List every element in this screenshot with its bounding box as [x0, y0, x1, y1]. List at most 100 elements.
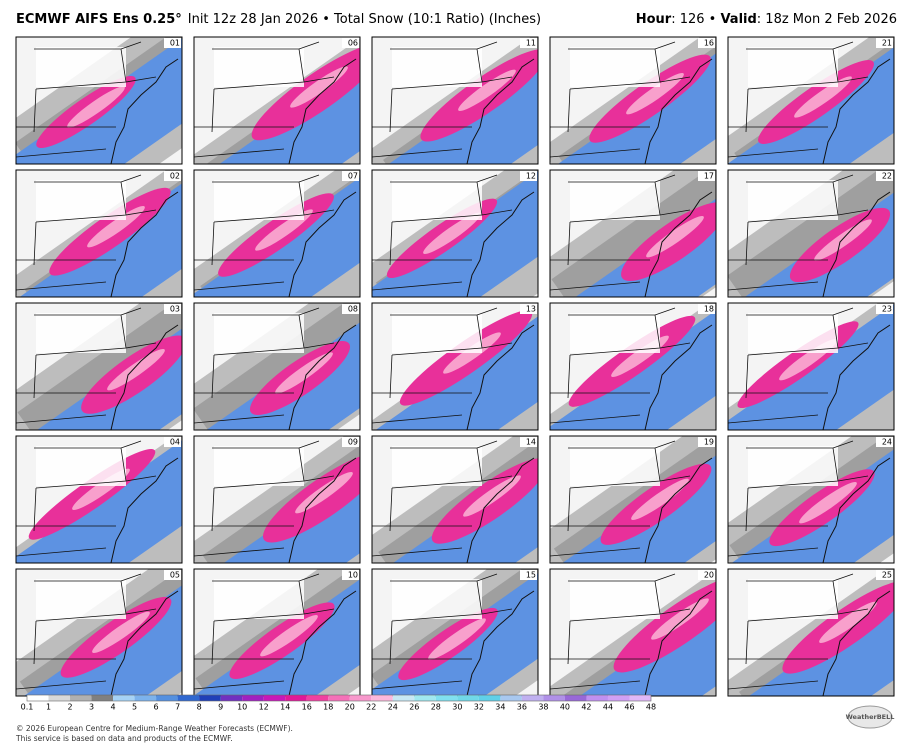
coastline	[644, 590, 713, 696]
panel-label: 18	[704, 305, 714, 314]
colorbar-label: 46	[624, 703, 634, 712]
panel-label: 12	[526, 172, 536, 181]
map-panel	[194, 569, 360, 696]
colorbar-label: 5	[132, 703, 137, 712]
map-panel	[16, 569, 182, 696]
panel-label: 23	[882, 305, 892, 314]
land-white	[214, 313, 304, 353]
coastline	[110, 324, 179, 430]
panel-label: 13	[526, 305, 536, 314]
panel-label: 25	[882, 571, 892, 580]
panel-border	[15, 435, 183, 564]
state-borders	[728, 174, 869, 291]
panel-border	[549, 169, 717, 298]
coastline	[644, 58, 713, 164]
pink-light	[458, 69, 516, 112]
panel-border	[727, 302, 895, 431]
pink-light	[295, 471, 353, 514]
map-panel	[728, 37, 894, 164]
panel-label-bg	[876, 38, 893, 48]
colorbar-label: 1	[46, 703, 51, 712]
valid-key: Valid	[720, 12, 756, 27]
colorbar-swatch	[371, 695, 393, 701]
map-panel	[728, 436, 894, 563]
panel-label-bg	[876, 304, 893, 314]
colorbar-swatch	[607, 695, 630, 701]
blue-band	[728, 569, 894, 696]
coastline	[110, 590, 179, 696]
state-borders	[194, 307, 335, 424]
map-panel	[372, 170, 538, 297]
pink-light	[428, 618, 486, 660]
panel-label: 07	[348, 172, 358, 181]
panel-border	[727, 36, 895, 165]
panel-label: 11	[526, 39, 536, 48]
state-borders	[550, 573, 691, 690]
state-borders	[16, 573, 157, 690]
land-white	[392, 47, 482, 87]
panel-label: 24	[882, 438, 892, 447]
coastline	[466, 191, 535, 297]
hour-value: : 126 •	[671, 12, 720, 27]
state-borders	[372, 41, 513, 158]
pink-light	[814, 219, 872, 261]
colorbar-swatch	[349, 695, 372, 701]
panel-label-bg	[698, 38, 715, 48]
coastline	[288, 324, 357, 430]
pink-light	[275, 352, 333, 394]
coastline	[288, 191, 357, 297]
panel-label-bg	[698, 304, 715, 314]
colorbar-label: 14	[280, 703, 290, 712]
panel-label-bg	[520, 570, 537, 580]
land-white	[748, 446, 838, 486]
colorbar-label: 12	[259, 703, 269, 712]
colorbar-swatch	[457, 695, 479, 701]
land-white	[570, 47, 660, 87]
blue-band	[550, 303, 716, 430]
blue-band	[728, 37, 894, 164]
map-panel	[16, 436, 182, 563]
coastline	[466, 324, 535, 430]
land-white	[570, 579, 660, 619]
panel-label-bg	[698, 171, 715, 181]
coastline	[288, 58, 357, 164]
panel-border	[371, 302, 539, 431]
coastline	[466, 457, 535, 563]
state-borders	[194, 174, 335, 291]
blue-band	[195, 39, 360, 164]
land-white	[392, 446, 482, 486]
state-borders	[550, 41, 691, 158]
coastline	[110, 58, 179, 164]
colorbar-swatch	[328, 695, 350, 701]
land-white	[570, 180, 660, 220]
blue-band	[372, 436, 538, 563]
map-panel	[550, 436, 716, 563]
blue-band	[194, 303, 360, 430]
map-panel	[194, 170, 360, 297]
state-borders	[372, 573, 513, 690]
state-borders	[728, 440, 869, 557]
panel-border	[193, 435, 361, 564]
colorbar-label: 4	[111, 703, 116, 712]
pink-light	[290, 66, 348, 108]
panel-label: 21	[882, 39, 892, 48]
land-white	[214, 180, 304, 220]
map-panel	[550, 303, 716, 430]
pink-light	[260, 614, 318, 657]
panel-label: 08	[348, 305, 358, 314]
panel-border	[371, 435, 539, 564]
colorbar-swatch	[435, 695, 458, 701]
map-panel	[550, 170, 716, 297]
panel-label-bg	[164, 304, 181, 314]
state-borders	[194, 573, 335, 690]
panel-label-bg	[164, 570, 181, 580]
panel-border	[371, 169, 539, 298]
panel-label-bg	[342, 171, 359, 181]
blue-band	[16, 436, 182, 563]
colorbar-label: 40	[560, 703, 570, 712]
land-white	[36, 579, 126, 619]
pink-light	[626, 72, 684, 115]
colorbar-swatch	[91, 695, 114, 701]
panel-grid: 01 02 03 04 05 06 07 08 09 10 11 12 13 14 15 16 17 18 19 20…	[15, 36, 895, 697]
panel-label-bg	[342, 38, 359, 48]
